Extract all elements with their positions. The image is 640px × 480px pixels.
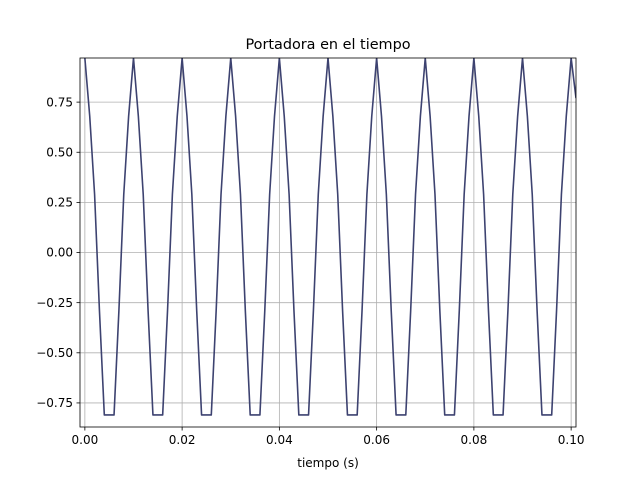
y-tick-label: 0.25 bbox=[46, 196, 73, 210]
x-tick-label: 0.02 bbox=[169, 433, 196, 447]
plot-frame bbox=[79, 57, 577, 428]
x-axis-label: tiempo (s) bbox=[297, 456, 359, 470]
chart-title: Portadora en el tiempo bbox=[245, 37, 410, 53]
x-tick-label: 0.08 bbox=[461, 433, 488, 447]
x-tick-label: 0.00 bbox=[72, 433, 99, 447]
series-layer bbox=[84, 58, 576, 416]
x-tick-label: 0.04 bbox=[266, 433, 293, 447]
y-tick-label: 0.50 bbox=[46, 145, 73, 159]
x-tick-label: 0.10 bbox=[558, 433, 585, 447]
x-tick-label: 0.06 bbox=[363, 433, 390, 447]
y-tick-label: −0.25 bbox=[36, 296, 73, 310]
y-tick-label: 0.75 bbox=[46, 95, 73, 109]
y-tick-label: 0.00 bbox=[46, 246, 73, 260]
grid-layer bbox=[80, 58, 576, 427]
series-line-0 bbox=[84, 58, 576, 416]
axes-layer: 0.00 0.02 0.04 0.06 0.08 0.10 −0.75 −0.50 −0.25 0… bbox=[36, 57, 585, 447]
y-tick-label: −0.75 bbox=[36, 396, 73, 410]
y-tick-label: −0.50 bbox=[36, 346, 73, 360]
